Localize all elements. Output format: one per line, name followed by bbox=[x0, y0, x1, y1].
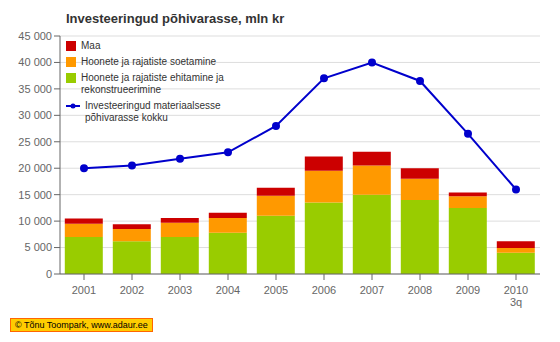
svg-text:35 000: 35 000 bbox=[18, 83, 52, 95]
svg-text:2005: 2005 bbox=[264, 284, 288, 296]
svg-text:25 000: 25 000 bbox=[18, 136, 52, 148]
svg-text:20 000: 20 000 bbox=[18, 162, 52, 174]
svg-text:2008: 2008 bbox=[408, 284, 432, 296]
svg-text:2007: 2007 bbox=[360, 284, 384, 296]
svg-text:10 000: 10 000 bbox=[18, 215, 52, 227]
html-text:© Tõnu Toompark, www.adaur.ee: © Tõnu Toompark, www.adaur.ee bbox=[15, 320, 148, 330]
svg-text:2009: 2009 bbox=[456, 284, 480, 296]
html-text:Investeeringud materiaalsesse: Investeeringud materiaalsesse põhivarass… bbox=[85, 100, 221, 123]
svg-text:0: 0 bbox=[46, 268, 52, 280]
svg-text:20103q: 20103q bbox=[504, 284, 528, 308]
svg-text:30 000: 30 000 bbox=[18, 109, 52, 121]
svg-text:40 000: 40 000 bbox=[18, 56, 52, 68]
svg-text:2004: 2004 bbox=[216, 284, 240, 296]
svg-text:2001: 2001 bbox=[72, 284, 96, 296]
svg-text:2002: 2002 bbox=[120, 284, 144, 296]
html-text:Hoonete ja rajatiste soetamine: Hoonete ja rajatiste soetamine bbox=[81, 56, 217, 67]
svg-text:2003: 2003 bbox=[168, 284, 192, 296]
svg-text:15 000: 15 000 bbox=[18, 189, 52, 201]
html-text:Hoonete ja rajatiste ehitamine: Hoonete ja rajatiste ehitamine ja rekons… bbox=[81, 72, 224, 95]
svg-text:45 000: 45 000 bbox=[18, 30, 52, 42]
svg-text:2006: 2006 bbox=[312, 284, 336, 296]
svg-text:5 000: 5 000 bbox=[24, 241, 52, 253]
html-text:Investeeringud põhivarasse, ml: Investeeringud põhivarasse, mln kr bbox=[66, 11, 285, 26]
html-text:Maa: Maa bbox=[81, 40, 101, 51]
